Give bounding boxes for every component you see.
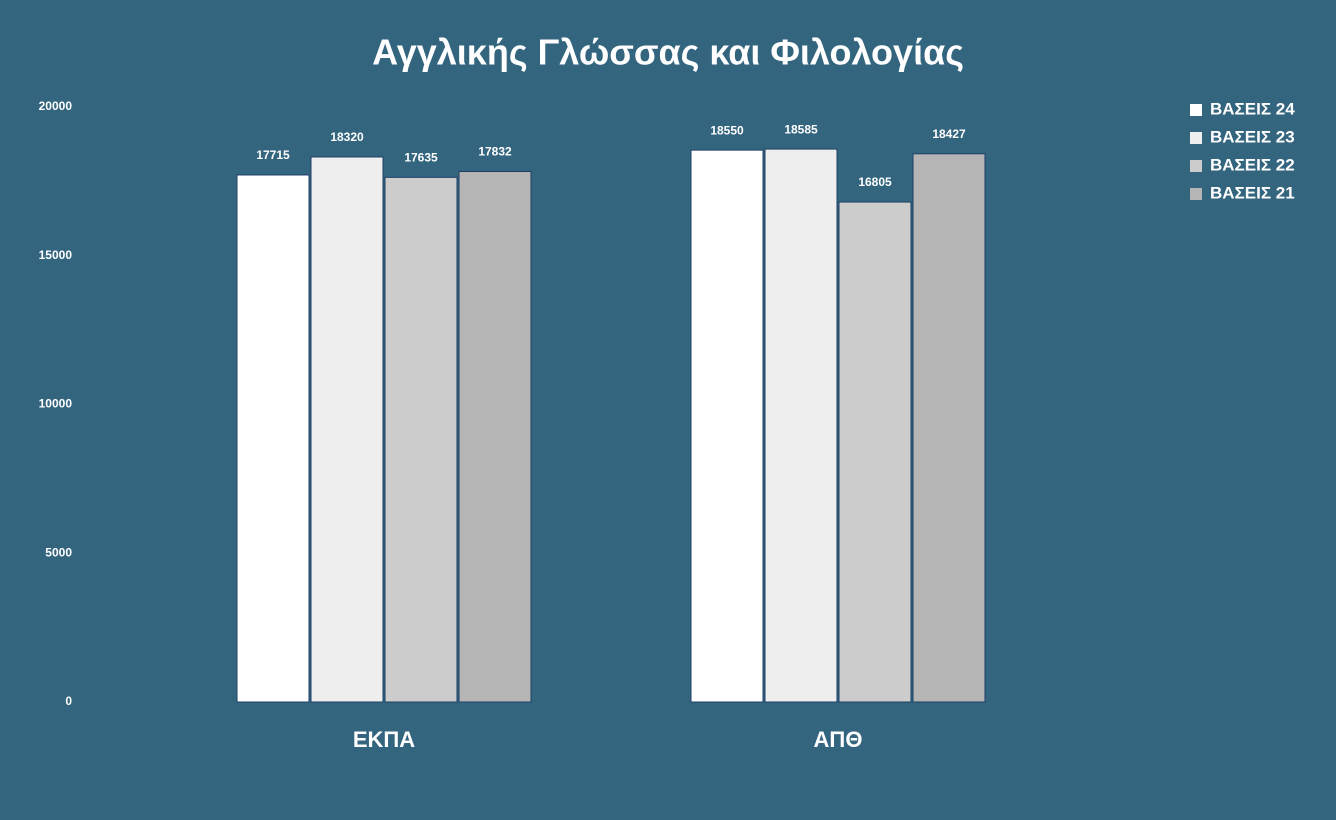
bar	[912, 153, 986, 703]
data-label: 17715	[256, 148, 290, 162]
legend-label: ΒΑΣΕΙΣ 22	[1210, 155, 1295, 174]
bar	[458, 170, 532, 703]
bar	[764, 148, 838, 703]
data-label: 18550	[710, 123, 744, 137]
y-tick-label: 20000	[39, 99, 73, 113]
data-label: 16805	[858, 175, 892, 189]
bar	[310, 156, 384, 703]
chart-title: Αγγλικής Γλώσσας και Φιλολογίας	[372, 32, 964, 73]
legend-label: ΒΑΣΕΙΣ 23	[1210, 127, 1295, 146]
data-label: 18427	[932, 127, 966, 141]
data-label: 18585	[784, 122, 818, 136]
y-tick-label: 0	[65, 694, 72, 708]
legend-swatch	[1190, 132, 1202, 144]
y-tick-label: 5000	[45, 545, 72, 559]
legend-swatch	[1190, 188, 1202, 200]
legend-swatch	[1190, 104, 1202, 116]
y-tick-label: 10000	[39, 397, 73, 411]
bar	[384, 176, 458, 703]
data-label: 18320	[330, 130, 364, 144]
bar	[690, 149, 764, 703]
data-label: 17635	[404, 151, 438, 165]
legend-swatch	[1190, 160, 1202, 172]
legend-label: ΒΑΣΕΙΣ 21	[1210, 183, 1295, 202]
bar	[236, 174, 310, 703]
bar	[838, 201, 912, 703]
legend-label: ΒΑΣΕΙΣ 24	[1210, 99, 1295, 118]
x-tick-label: ΕΚΠΑ	[353, 727, 415, 752]
x-tick-label: ΑΠΘ	[814, 727, 863, 752]
data-label: 17832	[478, 145, 512, 159]
y-tick-label: 15000	[39, 248, 73, 262]
